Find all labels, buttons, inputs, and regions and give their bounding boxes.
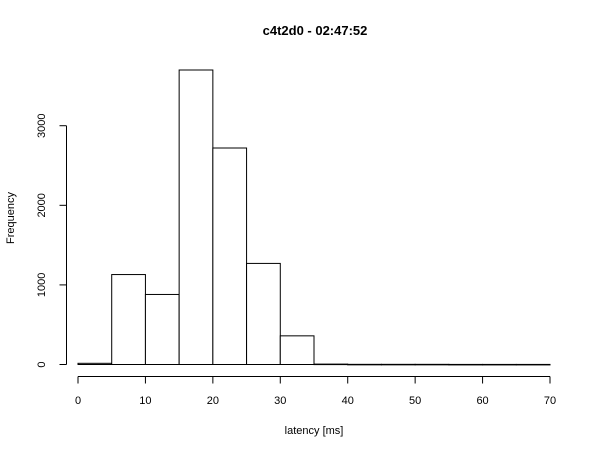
histogram-bar-40-45 xyxy=(347,363,382,366)
histogram-bar-55-60 xyxy=(448,363,484,366)
histogram-bar-35-40 xyxy=(313,363,349,366)
y-tick-label: 1000 xyxy=(36,273,48,297)
y-tick-label: 3000 xyxy=(36,113,48,137)
histogram-bar-0-5 xyxy=(77,362,113,366)
x-tick-label: 20 xyxy=(207,395,219,407)
histogram-bar-50-55 xyxy=(414,363,450,366)
x-tick-label: 40 xyxy=(342,395,354,407)
x-tick-label: 50 xyxy=(409,395,421,407)
histogram-bar-15-20 xyxy=(178,69,214,365)
x-tick-label: 30 xyxy=(274,395,286,407)
y-axis-label: Frequency xyxy=(5,192,17,244)
y-axis: 0 1000 2000 3000 xyxy=(36,113,67,368)
x-tick-label: 0 xyxy=(75,395,81,407)
histogram-bar-45-50 xyxy=(380,363,416,366)
histogram-bar-25-30 xyxy=(246,262,281,365)
bars-group xyxy=(77,69,551,366)
x-axis-label: latency [ms] xyxy=(285,425,344,437)
x-tick-label: 10 xyxy=(139,395,151,407)
histogram-bar-65-70 xyxy=(515,363,551,366)
chart-title: c4t2d0 - 02:47:52 xyxy=(263,23,368,38)
histogram-bar-5-10 xyxy=(111,274,146,365)
histogram-bar-60-65 xyxy=(482,363,517,366)
x-tick-label: 60 xyxy=(476,395,488,407)
y-tick-label: 0 xyxy=(36,361,48,367)
y-tick-label: 2000 xyxy=(36,193,48,217)
histogram-bar-10-15 xyxy=(144,293,180,365)
x-tick-label: 70 xyxy=(544,395,556,407)
x-axis: 0 10 20 30 40 50 60 70 xyxy=(75,376,556,407)
histogram-bar-30-35 xyxy=(279,335,315,366)
histogram-bar-20-25 xyxy=(212,147,248,365)
